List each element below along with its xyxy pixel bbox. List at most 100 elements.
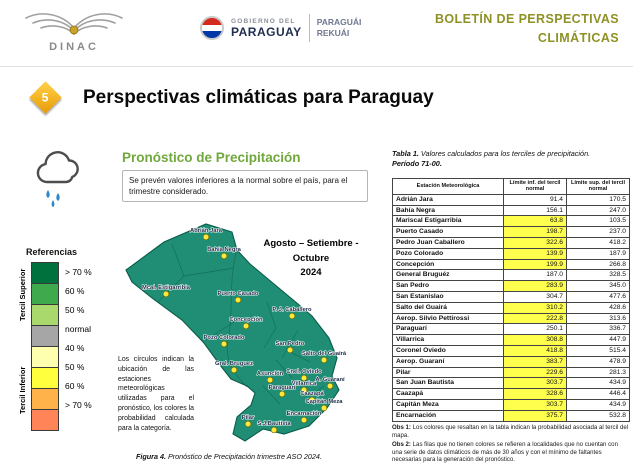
paraguay-country-shape	[125, 223, 340, 442]
station-marker	[300, 416, 308, 424]
station-marker	[286, 346, 294, 354]
bulletin-title: BOLETÍN DE PERSPECTIVAS CLIMÁTICAS	[435, 10, 619, 48]
tercil-superior-label: Tercil Superior	[18, 268, 27, 322]
station-marker	[244, 420, 252, 428]
obs-2: Obs 2: Las filas que no tienen colores s…	[392, 441, 618, 464]
section-title-row: 5 Perspectivas climáticas para Paraguay	[29, 81, 434, 114]
table-cell: 91.4	[503, 193, 567, 206]
legend-label: 60 %	[65, 381, 85, 391]
station-label: Salto del Guairá	[302, 351, 347, 357]
station-label: San Pedro	[276, 341, 305, 347]
period-months: Agosto – Setiembre - Octubre	[263, 238, 359, 264]
period-year: 2024	[300, 267, 322, 279]
station-marker	[320, 356, 328, 364]
table-row: San Juan Bautista 303.7 434.9	[392, 377, 630, 390]
station-label: Pozo Colorado	[204, 335, 245, 341]
rain-cloud-icon	[36, 151, 79, 208]
table-cell: Concepción	[392, 258, 504, 271]
station-label: Mcal. Estigarribia	[142, 285, 191, 291]
station-label: Caazapá	[300, 391, 324, 397]
table-cell: 63.8	[503, 215, 567, 228]
table-row: Pilar 229.6 281.3	[392, 366, 630, 379]
legend-label: normal	[65, 324, 91, 334]
table-cell: 532.8	[566, 409, 630, 422]
table-cell: 313.6	[566, 312, 630, 325]
table-cell: Pilar	[392, 366, 504, 379]
bulletin-title-line1: BOLETÍN DE PERSPECTIVAS	[435, 12, 619, 26]
legend-label: 40 %	[65, 343, 85, 353]
table-row: General Bruguéz 187.0 328.5	[392, 269, 630, 282]
table-row: Bahía Negra 156.1 247.0	[392, 204, 630, 217]
table-row: Mariscal Estigarribia 63.8 103.5	[392, 215, 630, 228]
table-cell: 418.8	[503, 345, 567, 357]
station-label: Villarrica	[292, 381, 317, 387]
table-row: Coronel Oviedo 418.8 515.4	[392, 345, 630, 357]
legend-swatch	[31, 409, 59, 431]
table-cell: 322.6	[503, 237, 567, 249]
table-cell: San Pedro	[392, 280, 504, 293]
map-note: Los círculos indican la ubicación de las…	[118, 356, 194, 432]
station-marker	[220, 252, 228, 260]
table-row: Paraguarí 250.1 336.7	[392, 323, 630, 336]
gobierno-paraguay-logo: GOBIERNO DEL PARAGUAY PARAGUÁI REKUÁI	[200, 14, 361, 42]
station-marker	[202, 233, 210, 241]
dinac-logo: DINAC	[18, 6, 130, 63]
precipitation-legend: Tercil Superior Tercil Inferior > 70 % 60…	[18, 262, 92, 433]
table-cell: 418.2	[566, 237, 630, 249]
table-row: Puerto Casado 198.7 237.0	[392, 226, 630, 239]
table-row: Caazapá 328.6 446.4	[392, 388, 630, 400]
station-label: S.J.Bautista	[257, 421, 291, 427]
station-label: Gral. Bruguez	[215, 361, 253, 367]
table-cell: Villarrica	[392, 334, 504, 346]
table-cell: San Juan Bautista	[392, 377, 504, 390]
station-marker	[242, 322, 250, 330]
table-cell: Puerto Casado	[392, 226, 504, 239]
header: DINAC GOBIERNO DEL PARAGUAY PARAGUÁI REK…	[0, 0, 633, 67]
station-marker	[288, 312, 296, 320]
table-cell: 310.2	[503, 301, 567, 314]
logo-divider	[308, 14, 310, 42]
table-cell: Aerop. Silvio Pettirossi	[392, 312, 504, 325]
terciles-table: Estación Meteorológica Límite inf. del t…	[392, 178, 630, 422]
station-label: Cnel. Oviedo	[286, 369, 322, 375]
table-header-row: Estación Meteorológica Límite inf. del t…	[392, 178, 630, 195]
col-header-limit-sup: Límite sup. del tercil normal	[566, 178, 630, 195]
table-cell: 515.4	[566, 345, 630, 357]
station-marker	[270, 426, 278, 434]
table-cell: Aerop. Guaraní	[392, 355, 504, 368]
col-header-limit-inf: Límite inf. del tercil normal	[503, 178, 567, 195]
legend-label: 50 %	[65, 305, 85, 315]
station-label: Encarnación	[287, 411, 322, 417]
station-marker	[300, 374, 308, 382]
table-cell: Paraguarí	[392, 323, 504, 336]
table-cell: 304.7	[503, 291, 567, 303]
station-label: Adrián Jara	[190, 228, 223, 234]
station-marker	[300, 386, 308, 394]
table-cell: San Estanislao	[392, 291, 504, 303]
stations-layer: Adrián Jara Bahía Negra Mcal. Estigarribia…	[141, 227, 347, 434]
legend-title: Referencias	[26, 247, 78, 257]
table-cell: 428.6	[566, 301, 630, 314]
table-cell: 383.7	[503, 355, 567, 368]
table-cell: 446.4	[566, 388, 630, 400]
legend-labels: > 70 % 60 % 50 % normal 40 % 50 % 60 % > 70 %	[59, 263, 92, 433]
gobierno-del-label: GOBIERNO DEL	[231, 17, 296, 25]
table-cell: Mariscal Estigarribia	[392, 215, 504, 228]
station-marker	[234, 296, 242, 304]
table-row: Encarnación 375.7 532.8	[392, 409, 630, 422]
table-cell: 478.9	[566, 355, 630, 368]
station-label: Asunción	[257, 371, 284, 377]
table-cell: 199.9	[503, 258, 567, 271]
table-cell: 336.7	[566, 323, 630, 336]
bulletin-title-line2: CLIMÁTICAS	[537, 30, 619, 45]
station-label: P. J. Caballero	[272, 307, 312, 313]
table-cell: Coronel Oviedo	[392, 345, 504, 357]
table-row: Adrián Jara 91.4 170.5	[392, 193, 630, 206]
station-marker	[326, 382, 334, 390]
precipitation-forecast-heading: Pronóstico de Precipitación	[122, 150, 301, 165]
terciles-table-body: Adrián Jara 91.4 170.5 Bahía Negra 156.1 247.…	[392, 193, 630, 422]
station-marker	[320, 404, 328, 412]
table-cell: 328.5	[566, 269, 630, 282]
table-cell: 447.9	[566, 334, 630, 346]
